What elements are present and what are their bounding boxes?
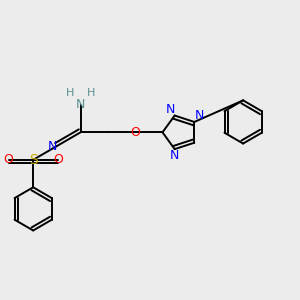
Text: N: N — [170, 149, 179, 162]
Text: O: O — [53, 153, 63, 166]
Text: O: O — [130, 126, 140, 139]
Text: N: N — [194, 109, 204, 122]
Text: N: N — [47, 140, 57, 153]
Text: S: S — [29, 153, 38, 167]
Text: H: H — [87, 88, 95, 98]
Text: H: H — [66, 88, 74, 98]
Text: N: N — [76, 98, 85, 111]
Text: O: O — [4, 153, 14, 166]
Text: N: N — [165, 103, 175, 116]
